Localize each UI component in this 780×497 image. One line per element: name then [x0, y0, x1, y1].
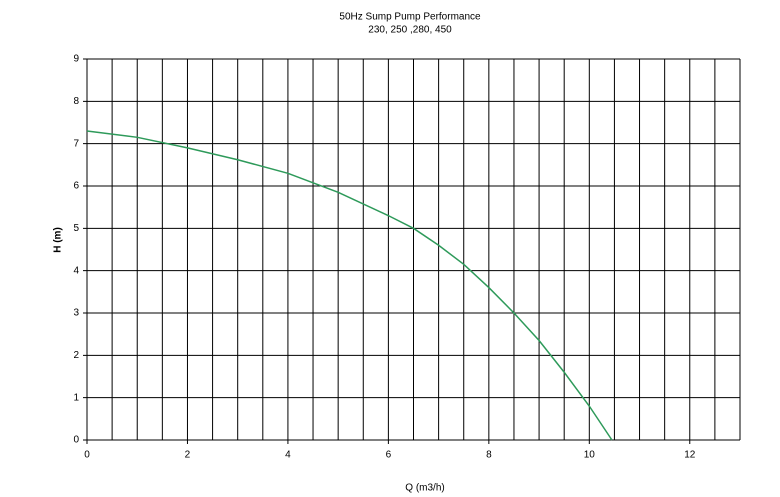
y-tick-label: 0 [73, 435, 79, 446]
y-tick-label: 9 [73, 54, 79, 65]
y-tick-label: 4 [73, 265, 79, 276]
y-tick-label: 1 [73, 392, 79, 403]
series-line [86, 130, 613, 441]
x-tick-label: 8 [486, 450, 492, 461]
x-tick-label: 6 [386, 450, 392, 461]
x-axis-label: Q (m3/h) [405, 483, 444, 494]
x-tick-label: 2 [185, 450, 191, 461]
y-tick-label: 5 [73, 223, 79, 234]
y-axis-label: H (m) [53, 227, 64, 253]
y-tick-label: 7 [73, 138, 79, 149]
y-tick-label: 8 [73, 96, 79, 107]
y-tick-label: 3 [73, 308, 79, 319]
chart-subtitle: 230, 250 ,280, 450 [368, 25, 452, 36]
x-tick-label: 10 [584, 450, 596, 461]
y-tick-label: 2 [73, 350, 79, 361]
x-tick-label: 0 [84, 450, 90, 461]
chart-title: 50Hz Sump Pump Performance [339, 12, 481, 23]
x-tick-label: 12 [684, 450, 696, 461]
x-tick-label: 4 [285, 450, 291, 461]
y-tick-label: 6 [73, 181, 79, 192]
